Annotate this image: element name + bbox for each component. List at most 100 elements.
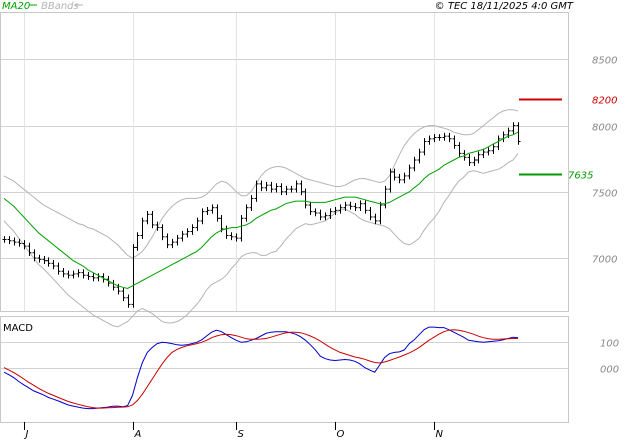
ohlc-bar (140, 217, 145, 239)
ohlc-bar (81, 269, 86, 279)
ohlc-bar (432, 134, 437, 143)
ohlc-bar (121, 287, 126, 302)
ohlc-bar (22, 240, 27, 250)
price-tick-label-8500: 8500 (592, 56, 617, 67)
ohlc-bar (195, 217, 200, 231)
ohlc-bar (501, 131, 506, 143)
resistance-level-label: 8200 (592, 96, 617, 107)
ohlc-bar (442, 132, 447, 141)
ohlc-bar (219, 214, 224, 233)
month-label-O: O (337, 429, 345, 440)
ohlc-bar (486, 147, 491, 156)
ohlc-bar (467, 154, 472, 166)
ohlc-bar (37, 254, 42, 263)
macd-tick-label-000: 000 (600, 365, 619, 376)
ohlc-bar (269, 181, 274, 193)
ohlc-bar (303, 188, 308, 209)
ohlc-bar (17, 238, 22, 247)
ohlc-bar (452, 135, 457, 149)
ohlc-bar (284, 185, 289, 196)
ohlc-bar (239, 214, 244, 242)
ohlc-bar (402, 172, 407, 184)
ohlc-bar (210, 204, 215, 214)
ohlc-bar (417, 148, 422, 164)
ohlc-bar (254, 180, 259, 202)
ohlc-bar (358, 200, 363, 212)
ohlc-bar (61, 267, 66, 278)
month-label-S: S (238, 429, 245, 440)
ohlc-bar (150, 211, 155, 229)
ohlc-bar (51, 260, 56, 270)
ohlc-bar (224, 225, 229, 239)
ohlc-bar (27, 242, 32, 257)
ohlc-bar (447, 132, 452, 143)
ma20-line (3, 131, 519, 290)
ohlc-bar (264, 181, 269, 192)
copyright-text: © TEC 18/11/2025 4:0 GMT (435, 1, 574, 12)
macd-tick-label-100: 100 (600, 339, 619, 350)
ohlc-bar (343, 201, 348, 212)
bollinger-upper-line (3, 109, 519, 259)
ohlc-bar (392, 168, 397, 181)
ohlc-bar (135, 232, 140, 251)
ohlc-bar (318, 209, 323, 221)
ohlc-bar (175, 234, 180, 246)
ohlc-bar (481, 148, 486, 159)
ohlc-bar (516, 122, 521, 145)
month-label-A: A (134, 429, 142, 440)
ohlc-bar (145, 211, 150, 225)
ohlc-bar (185, 228, 190, 238)
ohlc-bar (66, 270, 71, 279)
macd-panel-frame (0, 316, 569, 423)
macd-title: MACD (3, 323, 33, 334)
ohlc-bar (91, 273, 96, 282)
price-tick-label-7000: 7000 (592, 255, 617, 266)
bollinger-lower-line (3, 153, 519, 328)
ohlc-bar (234, 233, 239, 242)
ohlc-bar (407, 164, 412, 180)
ohlc-bar (279, 183, 284, 196)
ohlc-bar (249, 195, 254, 212)
ohlc-bar (165, 233, 170, 249)
ohlc-bar (86, 271, 91, 280)
ohlc-bar (378, 201, 383, 225)
month-label-J: J (24, 429, 29, 440)
ohlc-bar (180, 230, 185, 242)
ohlc-bar (56, 262, 61, 275)
ohlc-bar (12, 237, 17, 246)
ohlc-bar (472, 156, 477, 166)
support-level-label: 7635 (568, 171, 593, 182)
ohlc-bar (348, 201, 353, 210)
price-tick-label-8000: 8000 (592, 123, 617, 134)
price-tick-label-7500: 7500 (592, 189, 617, 200)
ohlc-bar (205, 207, 210, 215)
ohlc-bar (229, 232, 234, 241)
ohlc-bar (160, 224, 165, 241)
ohlc-bar (289, 185, 294, 193)
ohlc-bar (373, 213, 378, 225)
ohlc-bar (496, 135, 501, 151)
ohlc-bar (155, 221, 160, 231)
ohlc-bar (383, 185, 388, 209)
ohlc-bar (427, 135, 432, 145)
ohlc-bar (491, 143, 496, 155)
ohlc-bar (368, 207, 373, 221)
ohlc-bar (131, 244, 136, 308)
ohlc-bar (328, 208, 333, 219)
ohlc-bar (76, 269, 81, 278)
ohlc-bar (42, 256, 47, 264)
ohlc-bar (294, 180, 299, 193)
ohlc-bar (111, 279, 116, 291)
ohlc-bar (397, 173, 402, 184)
ohlc-bar (422, 138, 427, 156)
ohlc-bar (511, 122, 516, 135)
ohlc-bar (2, 236, 7, 243)
ohlc-bar (299, 180, 304, 196)
ohlc-bar (437, 134, 442, 141)
ohlc-bar (215, 204, 220, 222)
ohlc-bar (323, 212, 328, 221)
ohlc-bar (353, 203, 358, 212)
ohlc-bar (476, 151, 481, 164)
ohlc-bar (388, 168, 393, 193)
